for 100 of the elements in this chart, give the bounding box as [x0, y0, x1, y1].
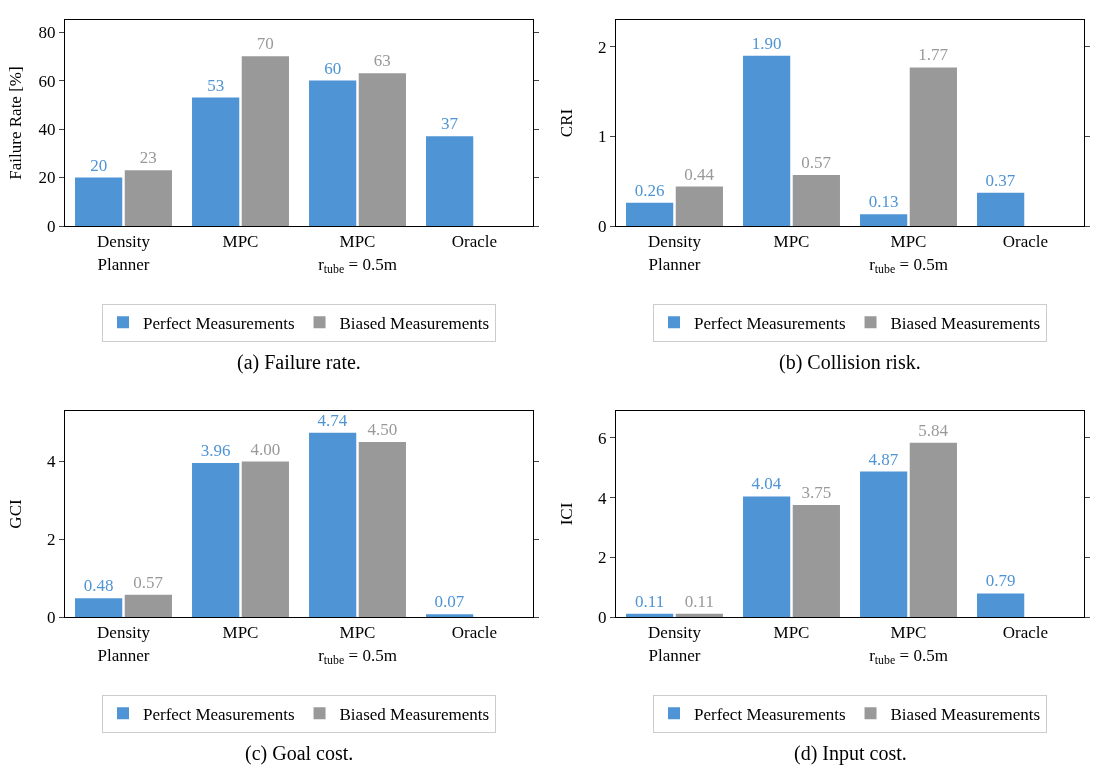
y-tick-label: 2 [598, 37, 607, 57]
bar [309, 432, 357, 617]
x-tick-label: Density Planner [648, 623, 702, 665]
y-tick-label: 4 [47, 452, 57, 472]
bar [426, 614, 474, 617]
y-tick-label: 20 [38, 168, 56, 188]
legend-label: Perfect Measurements [694, 705, 846, 724]
data-label: 3.96 [200, 441, 231, 461]
data-label: 0.57 [801, 152, 832, 172]
x-tick-label: Density Planner [97, 623, 151, 665]
data-label: 70 [256, 34, 274, 54]
bar [977, 192, 1025, 226]
x-tick-label: MPC [773, 232, 810, 252]
data-label: 0.13 [868, 192, 899, 212]
y-tick-label: 0 [47, 216, 56, 236]
text: (a) Failure rate. [237, 351, 361, 374]
y-tick-label: 4 [598, 488, 608, 508]
bar [358, 442, 406, 617]
bar [909, 67, 957, 226]
legend-label: Perfect Measurements [694, 314, 846, 333]
x-tick-label: MPC [222, 232, 259, 252]
y-tick-label: 2 [47, 530, 56, 550]
y-axis-title: ICI [557, 502, 576, 526]
data-label: 0.26 [634, 180, 665, 200]
bar [124, 594, 172, 617]
text: (d) Input cost. [794, 742, 907, 765]
y-axis-title: GCI [6, 499, 25, 529]
data-label: 3.75 [801, 483, 832, 503]
y-tick-label: 0 [598, 607, 607, 627]
x-tick-label: MPC r$_{tube}$ = 0.5m [869, 232, 948, 277]
bar [626, 613, 674, 617]
data-label: 0.44 [684, 164, 715, 184]
y-tick-label: 1 [598, 127, 607, 147]
legend-label: Biased Measurements [890, 314, 1041, 333]
data-label: 37 [440, 114, 459, 134]
y-tick-label: 60 [38, 71, 56, 91]
bar [743, 496, 791, 617]
data-label: 0.48 [83, 576, 114, 596]
bar [626, 202, 674, 226]
data-label: 0.57 [133, 572, 164, 592]
x-tick-label: MPC r$_{tube}$ = 0.5m [318, 623, 397, 668]
data-label: 0.37 [985, 170, 1016, 190]
data-label: 20 [90, 155, 108, 175]
x-tick-label: Oracle [451, 232, 498, 252]
data-label: 4.04 [751, 474, 782, 494]
data-label: 63 [373, 51, 391, 71]
data-label: 53 [207, 75, 225, 95]
y-tick-label: 80 [38, 23, 56, 43]
bar [860, 471, 908, 617]
bar [358, 73, 406, 226]
bar [909, 442, 957, 617]
bar [675, 613, 723, 617]
x-tick-label: Density Planner [648, 232, 702, 274]
data-label: 4.74 [317, 410, 348, 430]
x-tick-label: MPC [222, 623, 259, 643]
legend-label: Perfect Measurements [143, 705, 295, 724]
data-label: 4.87 [868, 449, 899, 469]
bar [675, 186, 723, 226]
legend-label: Perfect Measurements [143, 314, 295, 333]
bar [977, 593, 1025, 617]
bar [860, 214, 908, 226]
bar [743, 55, 791, 226]
x-tick-label: Oracle [1002, 623, 1049, 643]
data-label: 23 [139, 148, 157, 168]
data-label: 1.90 [751, 33, 782, 53]
y-tick-label: 40 [38, 120, 56, 140]
legend-label: Biased Measurements [339, 314, 490, 333]
y-tick-label: 0 [598, 216, 607, 236]
legend-label: Biased Measurements [890, 705, 1041, 724]
y-tick-label: 0 [47, 607, 56, 627]
bar [792, 174, 840, 226]
y-axis-title: CRI [557, 108, 576, 138]
bar [192, 463, 240, 617]
x-tick-label: Density Planner [97, 232, 151, 274]
bar [192, 97, 240, 226]
bar [75, 177, 123, 226]
data-label: 1.77 [918, 45, 949, 65]
x-tick-label: Oracle [451, 623, 498, 643]
bar [309, 80, 357, 226]
y-tick-label: 6 [598, 428, 607, 448]
data-label: 4.50 [367, 420, 398, 440]
data-label: 5.84 [918, 420, 949, 440]
y-axis-title: Failure Rate [%] [6, 66, 25, 180]
y-tick-label: 2 [598, 548, 607, 568]
x-tick-label: MPC [773, 623, 810, 643]
bar [426, 136, 474, 226]
bar [124, 170, 172, 226]
text: (b) Collision risk. [779, 351, 921, 374]
x-tick-label: MPC r$_{tube}$ = 0.5m [869, 623, 948, 668]
bar [241, 56, 289, 226]
bar [792, 505, 840, 617]
data-label: 0.11 [635, 591, 665, 611]
data-label: 60 [324, 58, 342, 78]
legend-label: Biased Measurements [339, 705, 490, 724]
bar [241, 461, 289, 617]
data-label: 0.11 [684, 591, 714, 611]
x-tick-label: MPC r$_{tube}$ = 0.5m [318, 232, 397, 277]
bar [75, 598, 123, 617]
data-label: 4.00 [250, 439, 281, 459]
x-tick-label: Oracle [1002, 232, 1049, 252]
